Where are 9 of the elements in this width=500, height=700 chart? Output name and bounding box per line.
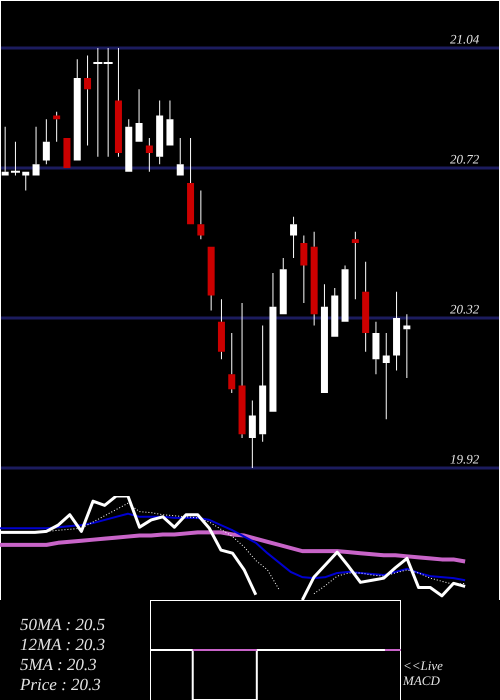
annotation: <<Live MACD: [403, 658, 444, 688]
y-tick-label: 20.72: [450, 151, 480, 166]
text: 50MA : 20.5: [20, 615, 106, 635]
y-tick-label: 19.92: [450, 451, 480, 466]
text: 12MA : 20.3: [20, 635, 106, 655]
text: Price : 20.3: [20, 675, 102, 695]
y-tick-label: 21.04: [450, 31, 480, 46]
text: 5MA : 20.3: [20, 655, 98, 675]
y-tick-label: 20.32: [450, 301, 480, 316]
